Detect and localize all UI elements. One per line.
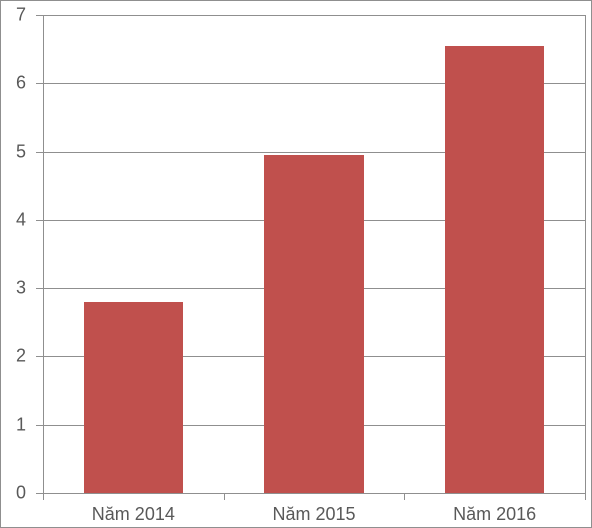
x-tick — [43, 493, 44, 500]
y-tick-label: 5 — [1, 141, 26, 162]
y-tick — [36, 83, 43, 84]
x-tick — [404, 493, 405, 500]
x-tick-cell: Năm 2014 — [43, 500, 224, 528]
y-tick — [36, 288, 43, 289]
x-tick — [224, 493, 225, 500]
bar — [445, 46, 544, 493]
y-tick — [36, 356, 43, 357]
y-tick-label: 7 — [1, 5, 26, 26]
x-tick-cell: Năm 2016 — [404, 500, 585, 528]
bar — [264, 155, 363, 493]
y-tick — [36, 152, 43, 153]
y-tick — [36, 425, 43, 426]
x-tick-label: Năm 2015 — [272, 504, 355, 525]
bar-chart: 0 1 2 3 4 5 6 7 Năm 2014 Năm 2015 Năm 2016 — [0, 0, 592, 528]
y-tick — [36, 220, 43, 221]
bar — [84, 302, 183, 493]
plot-area — [43, 15, 585, 493]
gridline — [43, 493, 585, 494]
y-tick-label: 1 — [1, 414, 26, 435]
x-tick-cell: Năm 2015 — [224, 500, 405, 528]
y-tick-label: 0 — [1, 483, 26, 504]
y-tick-label: 4 — [1, 209, 26, 230]
y-tick-label: 3 — [1, 278, 26, 299]
y-tick — [36, 15, 43, 16]
bars — [43, 15, 585, 493]
plot-border-right — [585, 15, 586, 493]
x-tick-label: Năm 2014 — [92, 504, 175, 525]
y-tick-label: 6 — [1, 73, 26, 94]
y-tick-label: 2 — [1, 346, 26, 367]
x-axis-labels: Năm 2014 Năm 2015 Năm 2016 — [43, 500, 585, 528]
x-tick-label: Năm 2016 — [453, 504, 536, 525]
x-tick — [585, 493, 586, 500]
y-tick — [36, 493, 43, 494]
